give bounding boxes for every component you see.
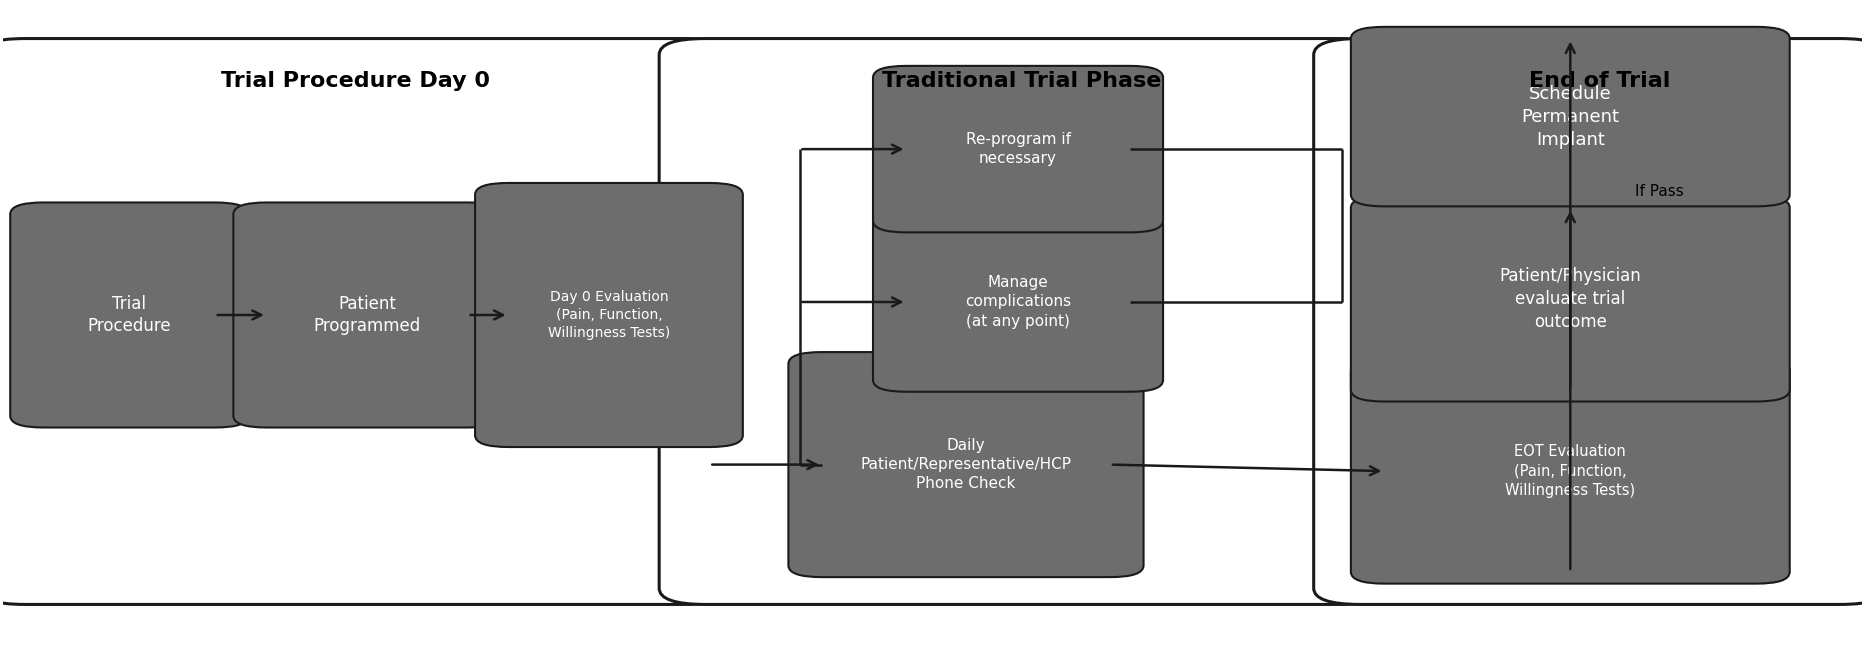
FancyBboxPatch shape [1350, 196, 1789, 401]
Text: Day 0 Evaluation
(Pain, Function,
Willingness Tests): Day 0 Evaluation (Pain, Function, Willin… [548, 290, 669, 340]
Text: End of Trial: End of Trial [1528, 71, 1670, 91]
FancyBboxPatch shape [233, 203, 501, 428]
Text: If Pass: If Pass [1635, 184, 1683, 199]
FancyBboxPatch shape [0, 39, 731, 604]
Text: Patient
Programmed: Patient Programmed [313, 295, 421, 335]
Text: Re-program if
necessary: Re-program if necessary [966, 132, 1070, 166]
Text: Trial
Procedure: Trial Procedure [88, 295, 171, 335]
FancyBboxPatch shape [872, 66, 1163, 232]
Text: Manage
complications
(at any point): Manage complications (at any point) [964, 276, 1070, 329]
FancyBboxPatch shape [1350, 359, 1789, 584]
FancyBboxPatch shape [1312, 39, 1864, 604]
FancyBboxPatch shape [9, 203, 248, 428]
FancyBboxPatch shape [872, 213, 1163, 392]
Text: Patient/Physician
evaluate trial
outcome: Patient/Physician evaluate trial outcome [1499, 267, 1640, 331]
Text: Traditional Trial Phase: Traditional Trial Phase [882, 71, 1161, 91]
FancyBboxPatch shape [475, 183, 742, 447]
FancyBboxPatch shape [1350, 27, 1789, 207]
Text: Trial Procedure Day 0: Trial Procedure Day 0 [220, 71, 490, 91]
FancyBboxPatch shape [658, 39, 1383, 604]
Text: EOT Evaluation
(Pain, Function,
Willingness Tests): EOT Evaluation (Pain, Function, Willingn… [1504, 444, 1635, 498]
Text: Schedule
Permanent
Implant: Schedule Permanent Implant [1521, 85, 1618, 148]
Text: Daily
Patient/Representative/HCP
Phone Check: Daily Patient/Representative/HCP Phone C… [859, 438, 1072, 491]
FancyBboxPatch shape [788, 352, 1143, 577]
